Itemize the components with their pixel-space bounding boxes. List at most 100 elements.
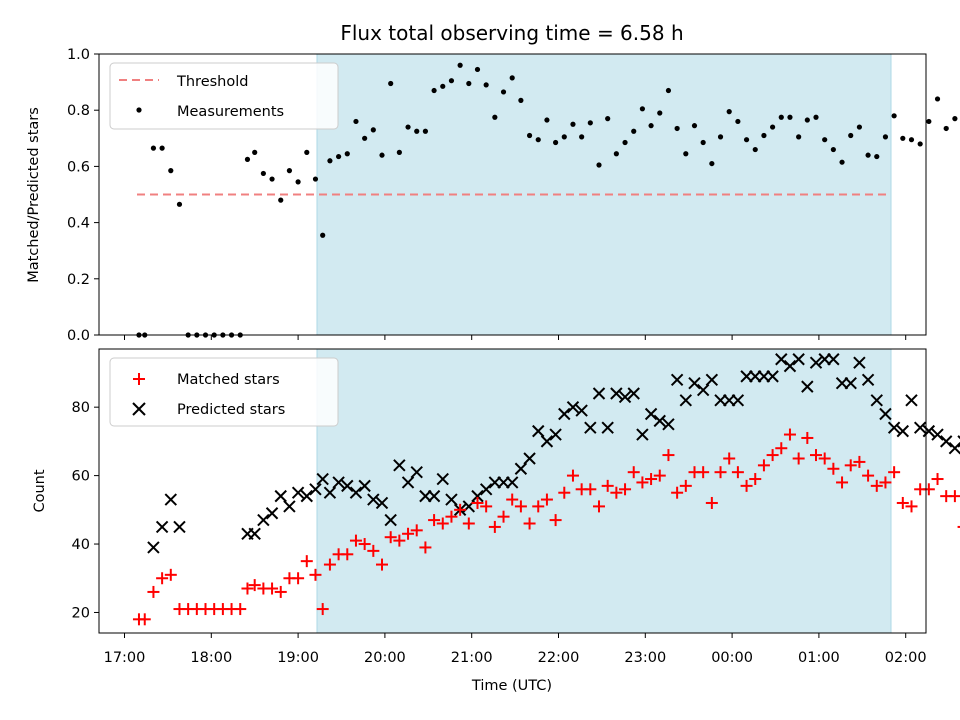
measurement-point [544, 117, 550, 123]
matched-point [705, 496, 718, 509]
predicted-point [375, 496, 389, 510]
measurement-point [900, 135, 906, 141]
predicted-point [792, 353, 805, 366]
bottom-x-tick-label: 19:00 [277, 650, 319, 666]
top-y-tick-label: 0.8 [67, 103, 90, 119]
matched-point [138, 613, 151, 626]
bottom-x-tick-label: 01:00 [798, 650, 840, 666]
predicted-point [341, 479, 354, 493]
predicted-point [427, 489, 441, 503]
measurement-point [304, 149, 310, 155]
matched-point [601, 479, 614, 492]
predicted-point [618, 390, 632, 404]
predicted-point [309, 483, 322, 496]
measurement-point [327, 158, 333, 164]
matched-point [384, 531, 397, 544]
measurement-point [787, 114, 793, 120]
measurement-point [370, 127, 376, 133]
matched-point [480, 500, 493, 513]
measurement-point [848, 132, 854, 139]
predicted-point [948, 442, 960, 455]
measurement-point [570, 121, 576, 127]
bottom-x-tick-label: 00:00 [711, 650, 753, 666]
predicted-point [610, 387, 623, 400]
predicted-point [853, 356, 866, 369]
measurement-point [813, 114, 819, 120]
matched-point [156, 572, 169, 585]
measurement-point [952, 116, 958, 122]
predicted-point [445, 493, 458, 506]
matched-point [714, 466, 727, 479]
matched-point [410, 524, 423, 537]
predicted-point [316, 472, 329, 486]
measurement-point [743, 137, 750, 143]
measurement-point [605, 116, 611, 122]
predicted-point [670, 373, 684, 387]
measurement-point [457, 62, 463, 68]
top-axes-frame [98, 53, 927, 336]
predicted-point [662, 418, 675, 431]
matched-point [610, 486, 623, 499]
predicted-point [505, 476, 519, 489]
bottom-y-tick-label: 80 [72, 400, 90, 416]
legend-matched-swatch [133, 373, 145, 385]
measurement-point [150, 145, 157, 151]
matched-point [757, 459, 770, 472]
predicted-point [870, 394, 883, 407]
measurement-point [466, 80, 472, 87]
predicted-point [705, 373, 719, 387]
predicted-point [332, 476, 345, 489]
predicted-point [549, 428, 562, 441]
predicted-point [783, 359, 797, 373]
matched-point [584, 483, 597, 496]
matched-point [679, 479, 692, 492]
bottom-x-tick-label: 23:00 [624, 650, 666, 666]
predicted-point [636, 428, 649, 441]
measurement-point [405, 124, 411, 130]
predicted-point [887, 421, 901, 434]
measurement-point [761, 132, 767, 139]
measurement-point [778, 114, 784, 120]
predicted-point [436, 472, 449, 486]
measurement-point [917, 141, 923, 147]
predicted-point [367, 493, 380, 506]
bottom-x-tick-label: 17:00 [104, 650, 146, 666]
measurement-point [579, 134, 585, 140]
matched-point [419, 541, 432, 554]
bottom-x-tick-label: 21:00 [451, 650, 493, 666]
measurement-point [631, 128, 637, 134]
matched-point [627, 466, 640, 479]
predicted-point [257, 513, 270, 527]
predicted-point [173, 520, 186, 534]
measurement-point [286, 168, 293, 174]
predicted-point [558, 407, 571, 421]
matched-point [827, 462, 840, 475]
matched-point [862, 469, 875, 482]
predicted-point [566, 400, 580, 414]
predicted-point [147, 541, 160, 554]
predicted-point [879, 407, 892, 421]
measurement-point [353, 118, 359, 125]
measurement-point [500, 89, 507, 95]
predicted-point [283, 500, 296, 513]
predicted-point [323, 486, 337, 499]
top-legend: Threshold Measurements [109, 62, 339, 130]
predicted-point [410, 465, 423, 479]
matched-point [948, 490, 960, 503]
measurement-point [295, 179, 301, 185]
measurement-point [474, 66, 481, 73]
predicted-point [471, 489, 484, 503]
measurement-point [561, 134, 567, 140]
matched-point [766, 449, 779, 462]
measurement-point [168, 168, 174, 174]
measurement-point [874, 153, 880, 160]
predicted-point [861, 373, 875, 387]
measurement-point [176, 201, 183, 207]
chart-title: Flux total observing time = 6.58 h [340, 21, 683, 45]
measurement-point [665, 87, 672, 94]
matched-point [783, 428, 796, 441]
measurement-point [312, 176, 319, 182]
measurement-point [518, 97, 524, 103]
matched-point [274, 585, 287, 598]
measurement-point [492, 114, 498, 120]
